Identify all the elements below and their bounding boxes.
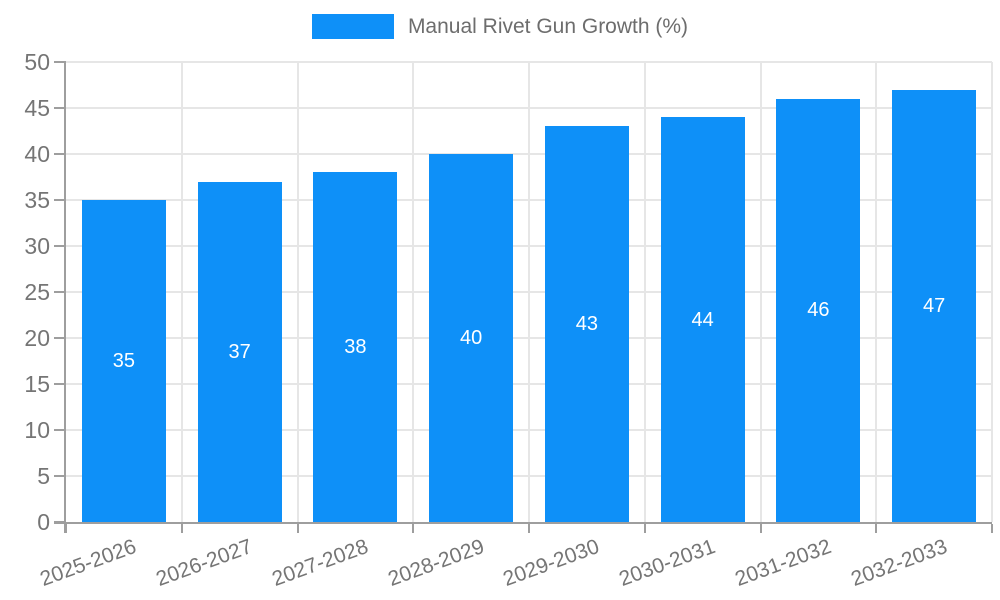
bar bbox=[81, 200, 166, 522]
x-tick bbox=[875, 524, 878, 533]
x-tick-label: 2030-2031 bbox=[616, 535, 719, 591]
y-tick-label: 15 bbox=[24, 371, 50, 397]
x-tick bbox=[759, 524, 762, 533]
x-tick bbox=[991, 524, 993, 533]
v-gridline bbox=[180, 62, 183, 522]
y-tick-label: 0 bbox=[37, 509, 50, 535]
bar bbox=[197, 181, 282, 522]
v-gridline bbox=[759, 62, 762, 522]
bar-value-label: 47 bbox=[923, 294, 946, 317]
y-tick-label: 5 bbox=[37, 463, 50, 489]
legend-swatch bbox=[311, 14, 394, 39]
v-gridline bbox=[991, 62, 993, 522]
v-gridline bbox=[643, 62, 646, 522]
y-axis-line bbox=[64, 62, 66, 533]
bar bbox=[892, 89, 977, 522]
y-tick-label: 30 bbox=[24, 233, 50, 259]
y-tick-label: 40 bbox=[24, 141, 50, 167]
x-tick-label: 2028-2029 bbox=[384, 535, 487, 591]
bar bbox=[544, 126, 629, 522]
bar bbox=[776, 98, 861, 522]
y-tick-label: 35 bbox=[24, 187, 50, 213]
y-tick bbox=[54, 199, 66, 201]
y-tick bbox=[54, 61, 66, 63]
y-tick bbox=[54, 429, 66, 431]
bar-value-label: 38 bbox=[344, 336, 367, 359]
x-tick-label: 2025-2026 bbox=[37, 535, 140, 591]
v-gridline bbox=[296, 62, 299, 522]
x-tick-label: 2031-2032 bbox=[731, 535, 835, 591]
x-tick-label: 2029-2030 bbox=[500, 535, 603, 591]
y-tick bbox=[54, 107, 66, 109]
bar-value-label: 37 bbox=[228, 340, 251, 363]
x-tick bbox=[412, 524, 415, 533]
x-tick bbox=[296, 524, 299, 533]
y-tick-label: 50 bbox=[24, 49, 50, 75]
chart-legend[interactable]: Manual Rivet Gun Growth (%) bbox=[0, 14, 1000, 39]
x-tick bbox=[528, 524, 530, 533]
y-tick bbox=[54, 337, 66, 339]
bar-value-label: 43 bbox=[575, 313, 598, 336]
x-tick bbox=[180, 524, 183, 533]
bar bbox=[313, 172, 398, 522]
bar bbox=[429, 154, 514, 522]
y-tick bbox=[54, 245, 66, 247]
v-gridline bbox=[412, 62, 415, 522]
y-tick-label: 10 bbox=[24, 417, 50, 443]
bar-value-label: 35 bbox=[112, 350, 135, 372]
x-axis-line bbox=[54, 522, 992, 524]
bar-value-label: 44 bbox=[691, 308, 714, 331]
bar bbox=[660, 117, 745, 522]
x-tick bbox=[65, 524, 67, 533]
y-tick bbox=[54, 475, 66, 477]
legend-label: Manual Rivet Gun Growth (%) bbox=[407, 15, 689, 38]
y-tick bbox=[54, 383, 66, 385]
x-tick bbox=[643, 524, 646, 533]
y-tick bbox=[54, 291, 66, 293]
y-tick-label: 45 bbox=[24, 95, 50, 121]
x-tick-label: 2026-2027 bbox=[153, 535, 256, 591]
y-tick-label: 20 bbox=[24, 325, 50, 351]
y-tick-label: 25 bbox=[24, 279, 50, 305]
y-tick bbox=[54, 153, 66, 155]
v-gridline bbox=[528, 62, 530, 522]
x-tick-label: 2027-2028 bbox=[268, 535, 372, 591]
v-gridline bbox=[875, 62, 878, 522]
bar-value-label: 40 bbox=[460, 327, 483, 349]
bar-value-label: 46 bbox=[807, 299, 830, 322]
x-tick-label: 2032-2033 bbox=[847, 535, 950, 591]
